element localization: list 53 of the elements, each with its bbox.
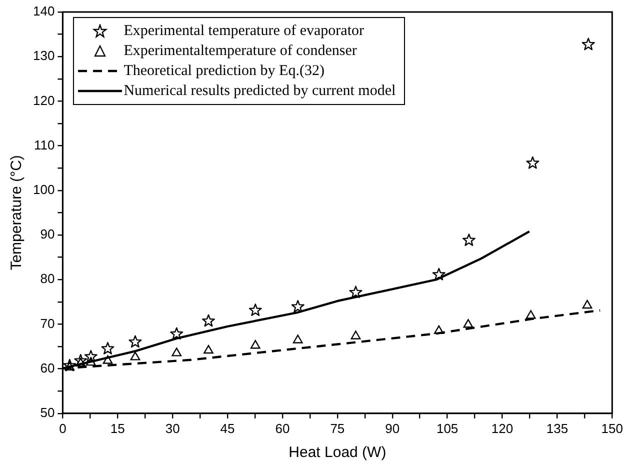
point (350, 330, 361, 340)
y-tick-label: 50 (40, 404, 55, 420)
point (202, 314, 215, 327)
x-tick-label: 90 (385, 420, 400, 436)
point (462, 234, 476, 246)
x-tick-label: 105 (436, 420, 458, 436)
y-tick-label: 90 (40, 226, 55, 242)
y-tick-label: 60 (40, 360, 55, 376)
point (102, 355, 113, 364)
y-tick-label: 130 (32, 48, 55, 64)
legend-label: Experimentaltemperature of condenser (124, 42, 357, 61)
point (582, 300, 592, 309)
x-tick-label: 0 (59, 420, 66, 436)
point (130, 352, 140, 360)
point (432, 268, 446, 280)
x-tick-label: 150 (601, 420, 624, 436)
x-tick-label: 135 (546, 420, 568, 436)
y-tick-label: 120 (32, 92, 55, 108)
y-tick-label: 80 (40, 271, 55, 286)
point (86, 356, 96, 366)
y-tick-label: 70 (40, 316, 55, 331)
y-tick-label: 100 (32, 182, 55, 197)
legend-label: Experimental temperature of evaporator (124, 22, 364, 41)
point (84, 350, 98, 362)
legend-label: Numerical results predicted by current model (124, 82, 396, 101)
point (349, 286, 362, 298)
point (582, 38, 595, 50)
point (248, 304, 262, 316)
point (291, 300, 304, 312)
x-tick-label: 120 (491, 420, 514, 436)
x-tick-label: 15 (110, 420, 125, 436)
x-axis-title: Heat Load (W) (288, 444, 386, 462)
y-tick-label: 110 (34, 137, 55, 152)
x-tick-label: 30 (165, 420, 180, 436)
point (250, 340, 260, 349)
legend-label: Theoretical prediction by Eq.(32) (124, 62, 324, 81)
x-tick-label: 75 (330, 420, 345, 436)
point (204, 344, 214, 354)
y-axis-title: Temperature (°C) (8, 155, 26, 270)
y-tick-label: 140 (32, 4, 55, 19)
point (101, 342, 114, 354)
x-tick-label: 45 (220, 420, 235, 436)
point (463, 319, 474, 328)
point (172, 348, 182, 356)
point (63, 358, 76, 372)
point (74, 354, 88, 366)
point (434, 325, 444, 334)
point (128, 335, 142, 348)
x-tick-label: 60 (275, 420, 290, 436)
point (292, 334, 303, 344)
point (170, 327, 184, 340)
point (526, 156, 540, 169)
point (526, 310, 536, 319)
